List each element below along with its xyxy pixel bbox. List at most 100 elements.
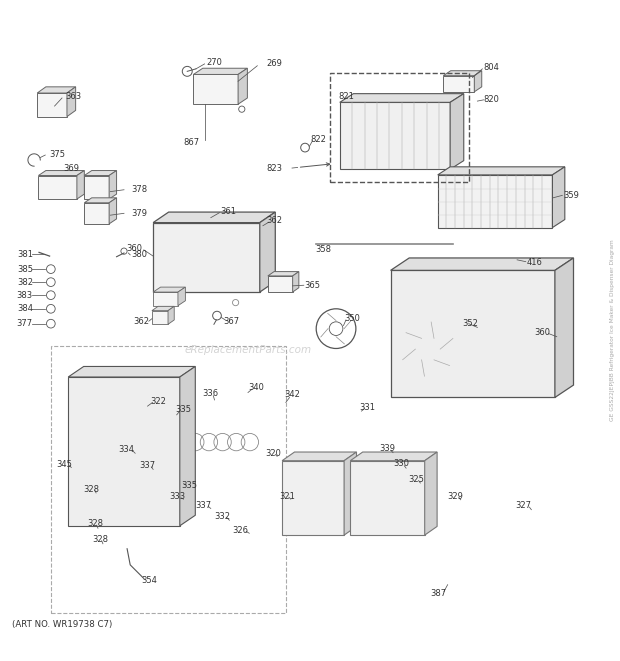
Text: 337: 337 — [195, 501, 211, 510]
Text: 385: 385 — [17, 264, 33, 274]
Text: 332: 332 — [214, 512, 230, 521]
Polygon shape — [77, 171, 84, 199]
Polygon shape — [153, 212, 275, 223]
Polygon shape — [238, 68, 247, 104]
Polygon shape — [109, 171, 117, 199]
Polygon shape — [474, 71, 482, 92]
Polygon shape — [552, 167, 565, 227]
Text: 380: 380 — [131, 251, 147, 259]
Text: 330: 330 — [394, 459, 410, 468]
Polygon shape — [109, 198, 117, 224]
Text: GE GSS22JEPJBB Refrigerator Ice Maker & Dispenser Diagram: GE GSS22JEPJBB Refrigerator Ice Maker & … — [610, 240, 615, 421]
Polygon shape — [68, 366, 195, 377]
Text: 345: 345 — [56, 460, 72, 469]
Text: 375: 375 — [50, 150, 66, 159]
Polygon shape — [84, 176, 109, 199]
Polygon shape — [425, 452, 437, 535]
Polygon shape — [37, 87, 76, 93]
Text: 342: 342 — [285, 391, 301, 399]
Text: 377: 377 — [17, 319, 33, 328]
Polygon shape — [268, 276, 293, 292]
Polygon shape — [391, 270, 555, 397]
Text: 327: 327 — [515, 501, 531, 510]
Polygon shape — [268, 272, 299, 276]
Polygon shape — [391, 258, 574, 270]
Polygon shape — [37, 93, 67, 116]
Polygon shape — [438, 167, 565, 175]
Polygon shape — [293, 272, 299, 292]
Polygon shape — [443, 75, 474, 92]
Polygon shape — [68, 377, 180, 525]
Text: 821: 821 — [338, 93, 354, 101]
Text: 867: 867 — [183, 137, 199, 147]
Polygon shape — [350, 461, 425, 535]
Text: 322: 322 — [151, 397, 167, 406]
Text: 379: 379 — [131, 209, 147, 218]
Polygon shape — [168, 306, 174, 325]
Polygon shape — [260, 212, 275, 292]
Text: 328: 328 — [87, 520, 103, 528]
Text: 339: 339 — [379, 444, 395, 453]
Polygon shape — [193, 68, 247, 75]
Text: 820: 820 — [483, 95, 499, 104]
Text: 369: 369 — [63, 163, 79, 173]
Text: 321: 321 — [279, 492, 295, 500]
Text: 336: 336 — [203, 389, 219, 398]
Text: 335: 335 — [175, 405, 191, 414]
Text: 352: 352 — [463, 319, 479, 328]
Polygon shape — [84, 203, 109, 224]
Text: 326: 326 — [232, 525, 249, 535]
Text: 823: 823 — [267, 163, 283, 173]
Text: 340: 340 — [248, 383, 264, 392]
Text: 329: 329 — [447, 492, 463, 500]
Polygon shape — [443, 71, 482, 75]
Text: eReplacementParts.com: eReplacementParts.com — [184, 345, 312, 356]
Polygon shape — [38, 176, 77, 199]
Polygon shape — [153, 292, 178, 305]
Polygon shape — [38, 171, 84, 176]
Polygon shape — [153, 223, 260, 292]
Polygon shape — [555, 258, 574, 397]
Text: 335: 335 — [181, 481, 197, 490]
Text: (ART NO. WR19738 C7): (ART NO. WR19738 C7) — [12, 620, 113, 629]
Text: 350: 350 — [344, 314, 360, 323]
Text: 359: 359 — [563, 191, 579, 200]
Text: 367: 367 — [223, 317, 239, 327]
Polygon shape — [282, 452, 356, 461]
Polygon shape — [180, 366, 195, 525]
Text: 822: 822 — [311, 135, 327, 144]
Text: 334: 334 — [118, 445, 134, 454]
Text: 362: 362 — [133, 317, 149, 326]
Text: 328: 328 — [84, 485, 100, 494]
Text: 362: 362 — [266, 216, 282, 225]
Text: 416: 416 — [527, 258, 543, 268]
Text: 325: 325 — [409, 475, 425, 484]
Polygon shape — [438, 175, 552, 227]
Polygon shape — [340, 94, 464, 102]
Polygon shape — [84, 171, 117, 176]
Text: 378: 378 — [131, 185, 147, 194]
Polygon shape — [67, 87, 76, 116]
Polygon shape — [282, 461, 344, 535]
Polygon shape — [340, 102, 450, 169]
Text: 269: 269 — [266, 59, 282, 68]
Polygon shape — [178, 287, 185, 305]
Bar — [330, 73, 469, 182]
Text: 360: 360 — [126, 244, 142, 253]
Text: 365: 365 — [304, 281, 321, 290]
Text: 363: 363 — [65, 92, 81, 100]
Polygon shape — [344, 452, 356, 535]
Text: 337: 337 — [140, 461, 156, 470]
Text: 383: 383 — [17, 291, 33, 299]
Text: 354: 354 — [141, 576, 157, 585]
Text: 328: 328 — [92, 535, 108, 544]
Text: 384: 384 — [17, 304, 33, 313]
Polygon shape — [84, 198, 117, 203]
Polygon shape — [350, 452, 437, 461]
Text: 358: 358 — [316, 245, 332, 254]
Text: 387: 387 — [430, 589, 446, 598]
Polygon shape — [193, 75, 238, 104]
Text: 381: 381 — [17, 250, 33, 258]
Text: 360: 360 — [534, 329, 550, 338]
Bar — [51, 346, 286, 613]
